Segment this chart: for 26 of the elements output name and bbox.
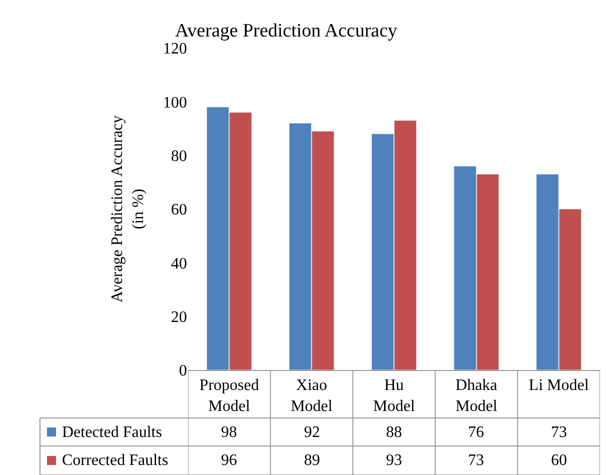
data-label: 96 (221, 452, 237, 469)
data-label: 93 (386, 452, 402, 469)
y-axis-title: Average Prediction Accuracy (in %) (109, 115, 147, 303)
y-tick-label: 0 (179, 362, 187, 380)
y-tick-label: 120 (163, 40, 187, 58)
data-label: 88 (386, 424, 402, 441)
legend-label: Corrected Faults (62, 452, 168, 469)
y-tick-label: 80 (171, 148, 187, 165)
y-tick-label: 60 (171, 202, 187, 219)
x-tick-label: Li Model (528, 377, 590, 394)
x-tick-label: Proposed Model (199, 377, 259, 415)
data-label: 92 (304, 424, 320, 441)
legend-label: Detected Faults (62, 424, 162, 441)
data-label: 60 (551, 452, 567, 469)
y-tick-label: 100 (163, 94, 187, 112)
x-tick-label: Hu Model (373, 377, 416, 415)
data-label: 76 (468, 424, 484, 441)
data-label: 73 (551, 424, 567, 441)
x-tick-label: Dhaka Model (456, 377, 498, 415)
data-label: 89 (304, 452, 320, 469)
data-label: 73 (468, 452, 484, 469)
y-tick-label: 40 (171, 255, 187, 272)
y-tick-label: 20 (171, 308, 187, 326)
chart-title: Average Prediction Accuracy (175, 20, 398, 42)
x-tick-label: Xiao Model (290, 377, 334, 415)
data-label: 98 (221, 424, 237, 441)
